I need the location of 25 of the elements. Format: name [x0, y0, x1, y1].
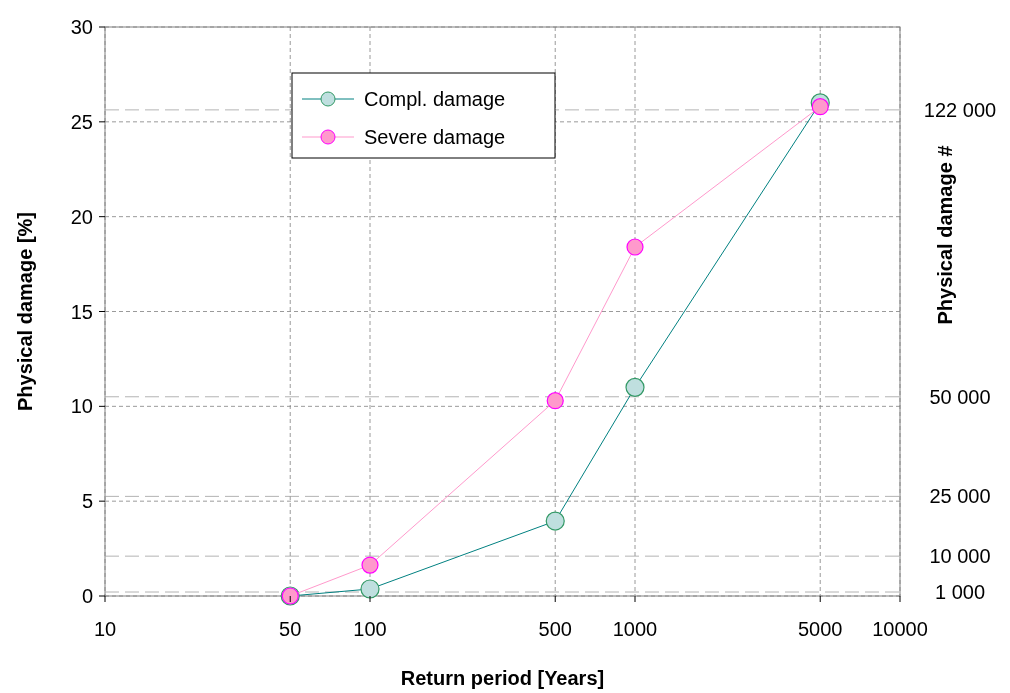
x-tick-label: 50: [279, 618, 302, 640]
y-tick-label: 5: [81, 490, 93, 513]
y2-tick-label: 10 000: [929, 545, 991, 568]
x-tick-label: 1000: [612, 618, 658, 640]
y2-tick-label: 122 000: [923, 98, 997, 121]
x-tick-label: 500: [538, 618, 572, 640]
y-tick-label: 20: [70, 205, 93, 228]
y-tick-label: 30: [70, 16, 93, 38]
y2-axis-title: Physical damage #: [934, 145, 956, 325]
y-axis-title: Physical damage [%]: [14, 212, 36, 411]
point: [546, 392, 564, 410]
y-tick-label: 25: [70, 110, 93, 133]
y2-tick-label: 25 000: [929, 485, 991, 508]
x-tick-label: 5000: [797, 618, 843, 640]
y-tick-label: 10: [70, 395, 93, 418]
x-tick-label: 100: [353, 618, 387, 640]
x-tick-label: 10000: [872, 618, 928, 640]
point: [811, 98, 829, 116]
y-tick-label: 0: [81, 585, 93, 607]
x-axis-title: Return period [Years]: [400, 667, 605, 689]
y2-tick-label: 1 000: [934, 581, 986, 604]
legend-label: Severe damage: [364, 126, 506, 148]
y2-tick-label: 50 000: [929, 385, 991, 408]
y-tick-label: 15: [70, 300, 93, 323]
legend-label: Compl. damage: [364, 88, 506, 110]
